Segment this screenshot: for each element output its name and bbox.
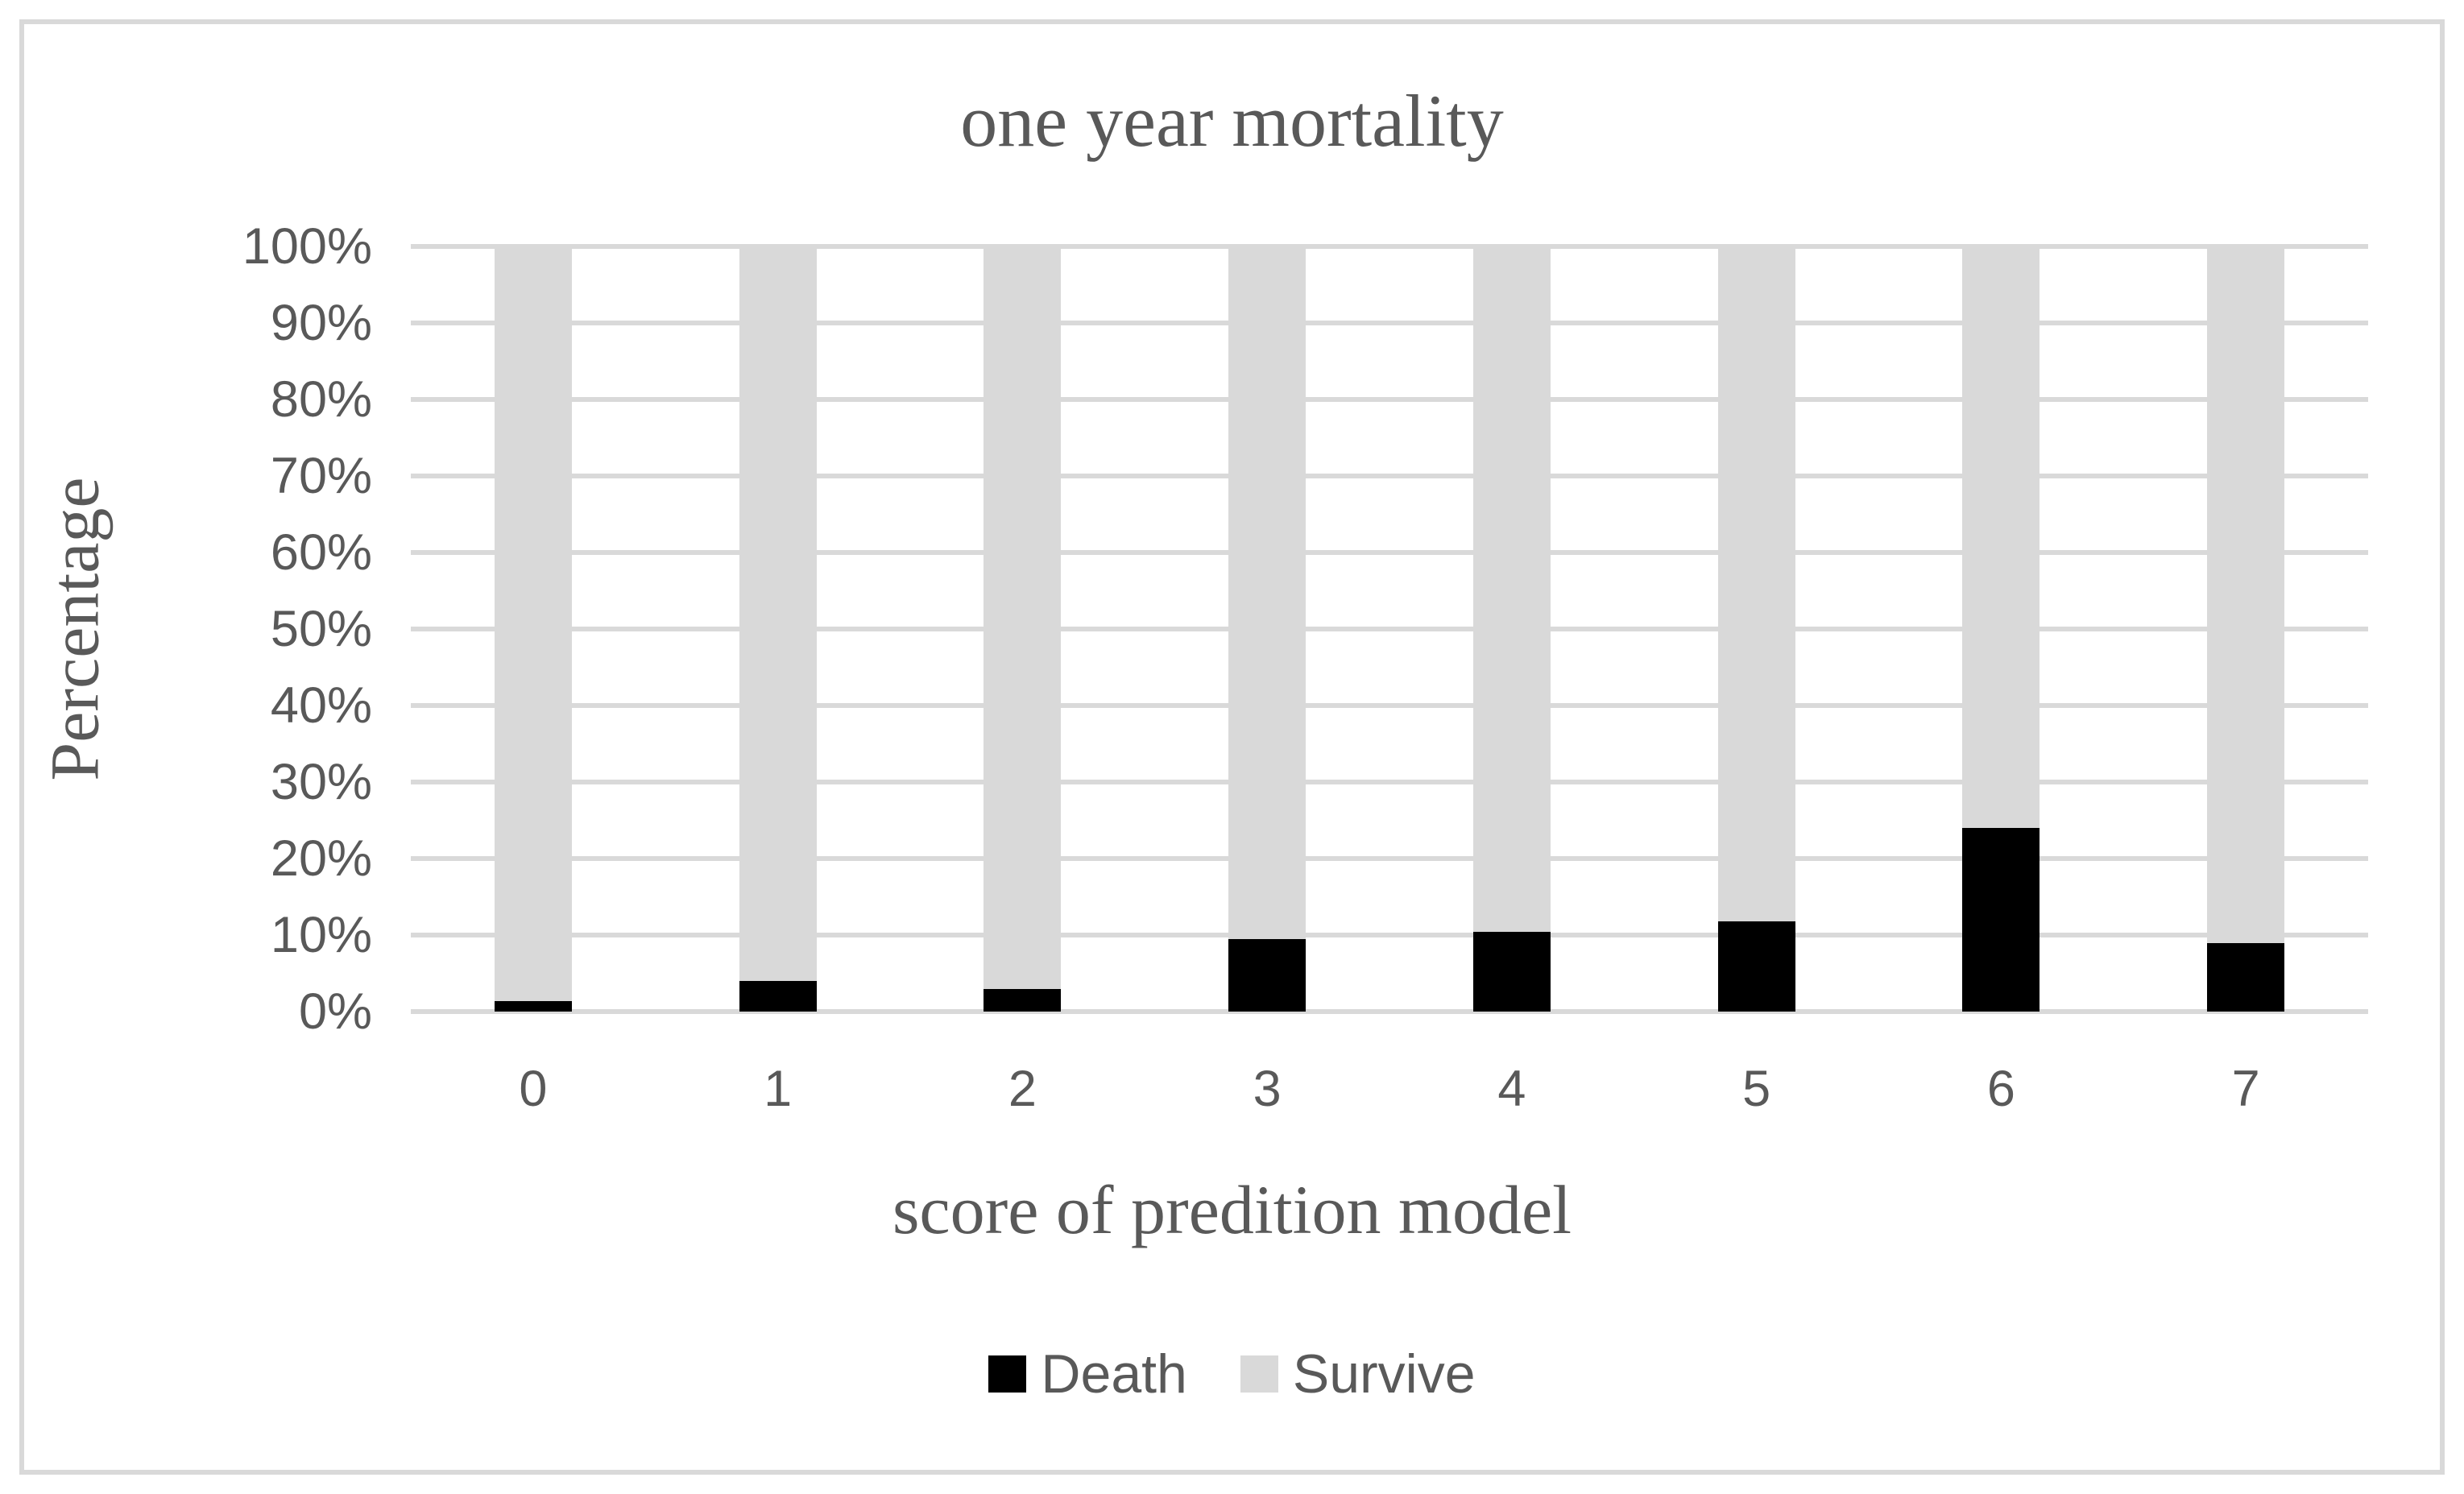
y-tick-label: 30% xyxy=(270,754,372,810)
bar-slot xyxy=(1389,246,1634,1012)
plot-area xyxy=(411,244,2368,1014)
bar-segment-death xyxy=(2207,942,2285,1012)
bar-segment-death xyxy=(494,1000,572,1012)
legend-item-survive: Survive xyxy=(1240,1347,1476,1401)
legend: Death Survive xyxy=(0,1347,2464,1401)
y-tick-label: 0% xyxy=(298,983,372,1040)
y-tick-label: 50% xyxy=(270,601,372,657)
bar-slot xyxy=(1634,246,1879,1012)
y-tick-label: 90% xyxy=(270,295,372,351)
bar-stack xyxy=(1472,246,1551,1012)
x-tick-label: 4 xyxy=(1497,1061,1526,1117)
bar-segment-death xyxy=(1472,932,1551,1012)
x-tick-label: 1 xyxy=(764,1061,793,1117)
bar-segment-survive xyxy=(494,246,572,1001)
gridline xyxy=(411,550,2368,555)
bar-slot xyxy=(411,246,656,1012)
y-tick-label: 60% xyxy=(270,524,372,581)
bar-segment-death xyxy=(739,981,817,1012)
bar-segment-survive xyxy=(984,246,1062,990)
bar-segment-survive xyxy=(1962,246,2040,828)
gridline xyxy=(411,703,2368,708)
bar-segment-survive xyxy=(1228,246,1307,939)
legend-swatch-icon xyxy=(988,1355,1027,1393)
bar-slot xyxy=(901,246,1145,1012)
bar-slot xyxy=(656,246,901,1012)
bar-slot xyxy=(1145,246,1389,1012)
gridline xyxy=(411,1009,2368,1014)
bar-segment-survive xyxy=(2207,246,2285,943)
y-tick-label: 70% xyxy=(270,448,372,504)
gridline xyxy=(411,627,2368,631)
gridline xyxy=(411,856,2368,861)
legend-label: Death xyxy=(1041,1343,1187,1405)
x-tick-label: 3 xyxy=(1253,1061,1282,1117)
y-tick-label: 100% xyxy=(242,218,372,275)
bar-stack xyxy=(1962,246,2040,1012)
y-axis-tick-labels: 100% 90% 80% 70% 60% 50% 40% 30% 20% 10% 0% xyxy=(0,218,372,1040)
bar-segment-death xyxy=(1962,828,2040,1012)
bar-stack xyxy=(1228,246,1307,1012)
y-tick-label: 40% xyxy=(270,677,372,734)
bar-slot xyxy=(1879,246,2124,1012)
bar-stack xyxy=(739,246,817,1012)
bar-segment-survive xyxy=(739,246,817,981)
bar-segment-death xyxy=(1717,921,1795,1012)
x-axis-title: score of predition model xyxy=(892,1171,1572,1248)
x-tick-label: 2 xyxy=(1008,1061,1037,1117)
gridline xyxy=(411,780,2368,784)
bar-stack xyxy=(984,246,1062,1012)
legend-swatch-icon xyxy=(1240,1355,1278,1393)
gridline xyxy=(411,933,2368,937)
gridline xyxy=(411,474,2368,478)
bar-stack xyxy=(494,246,572,1012)
x-tick-label: 6 xyxy=(1986,1061,2015,1117)
bar-segment-survive xyxy=(1717,246,1795,921)
bars-row xyxy=(411,246,2368,1012)
x-tick-label: 5 xyxy=(1742,1061,1771,1117)
x-tick-label: 0 xyxy=(519,1061,548,1117)
legend-item-death: Death xyxy=(988,1343,1187,1405)
legend-label: Survive xyxy=(1292,1343,1476,1405)
bar-segment-death xyxy=(984,989,1062,1012)
x-axis-tick-labels: 0 1 2 3 4 5 6 7 xyxy=(411,1060,2368,1118)
bar-stack xyxy=(2207,246,2285,1012)
bar-slot xyxy=(2123,246,2368,1012)
gridline xyxy=(411,321,2368,325)
gridline xyxy=(411,397,2368,402)
gridline xyxy=(411,244,2368,249)
y-tick-label: 10% xyxy=(270,907,372,963)
y-tick-label: 20% xyxy=(270,830,372,887)
chart-title: one year mortality xyxy=(960,80,1504,162)
y-tick-label: 80% xyxy=(270,371,372,428)
x-tick-label: 7 xyxy=(2231,1061,2260,1117)
bar-segment-death xyxy=(1228,938,1307,1012)
bar-segment-survive xyxy=(1472,246,1551,933)
bar-stack xyxy=(1717,246,1795,1012)
